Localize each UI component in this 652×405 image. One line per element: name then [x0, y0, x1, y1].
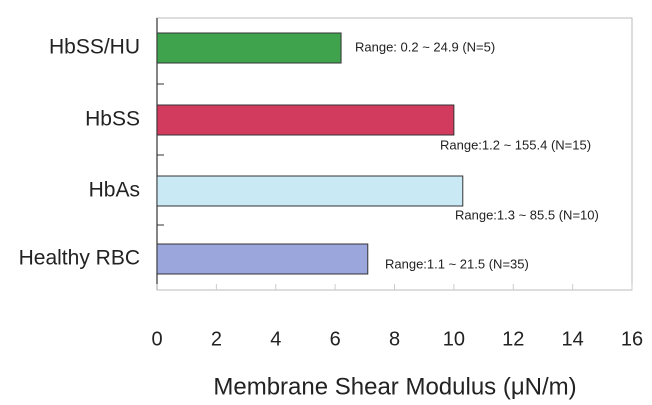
bar	[156, 32, 342, 64]
annotation: Range:1.3 ~ 85.5 (N=10)	[455, 207, 599, 222]
bar	[156, 175, 464, 207]
x-tick-label: 10	[443, 328, 465, 350]
annotation: Range:1.1 ~ 21.5 (N=35)	[385, 256, 529, 271]
annotation: Range:1.2 ~ 155.4 (N=15)	[440, 137, 591, 152]
y-tick-label: HbSS	[85, 108, 140, 131]
y-tick-label: HbSS/HU	[49, 36, 140, 59]
annotation: Range: 0.2 ~ 24.9 (N=5)	[355, 39, 495, 54]
bar	[156, 104, 455, 136]
x-tick-label: 2	[211, 328, 222, 350]
y-tick-label: HbAs	[89, 179, 140, 202]
x-axis-label: Membrane Shear Modulus (μN/m)	[213, 373, 576, 400]
x-tick-label: 8	[389, 328, 400, 350]
x-tick-label: 4	[270, 328, 281, 350]
x-tick-label: 0	[151, 328, 162, 350]
x-tick-label: 12	[502, 328, 524, 350]
x-tick-label: 6	[330, 328, 341, 350]
x-tick-label: 16	[621, 328, 643, 350]
bar	[156, 243, 369, 275]
x-tick-label: 14	[562, 328, 584, 350]
y-tick-label: Healthy RBC	[19, 247, 140, 270]
